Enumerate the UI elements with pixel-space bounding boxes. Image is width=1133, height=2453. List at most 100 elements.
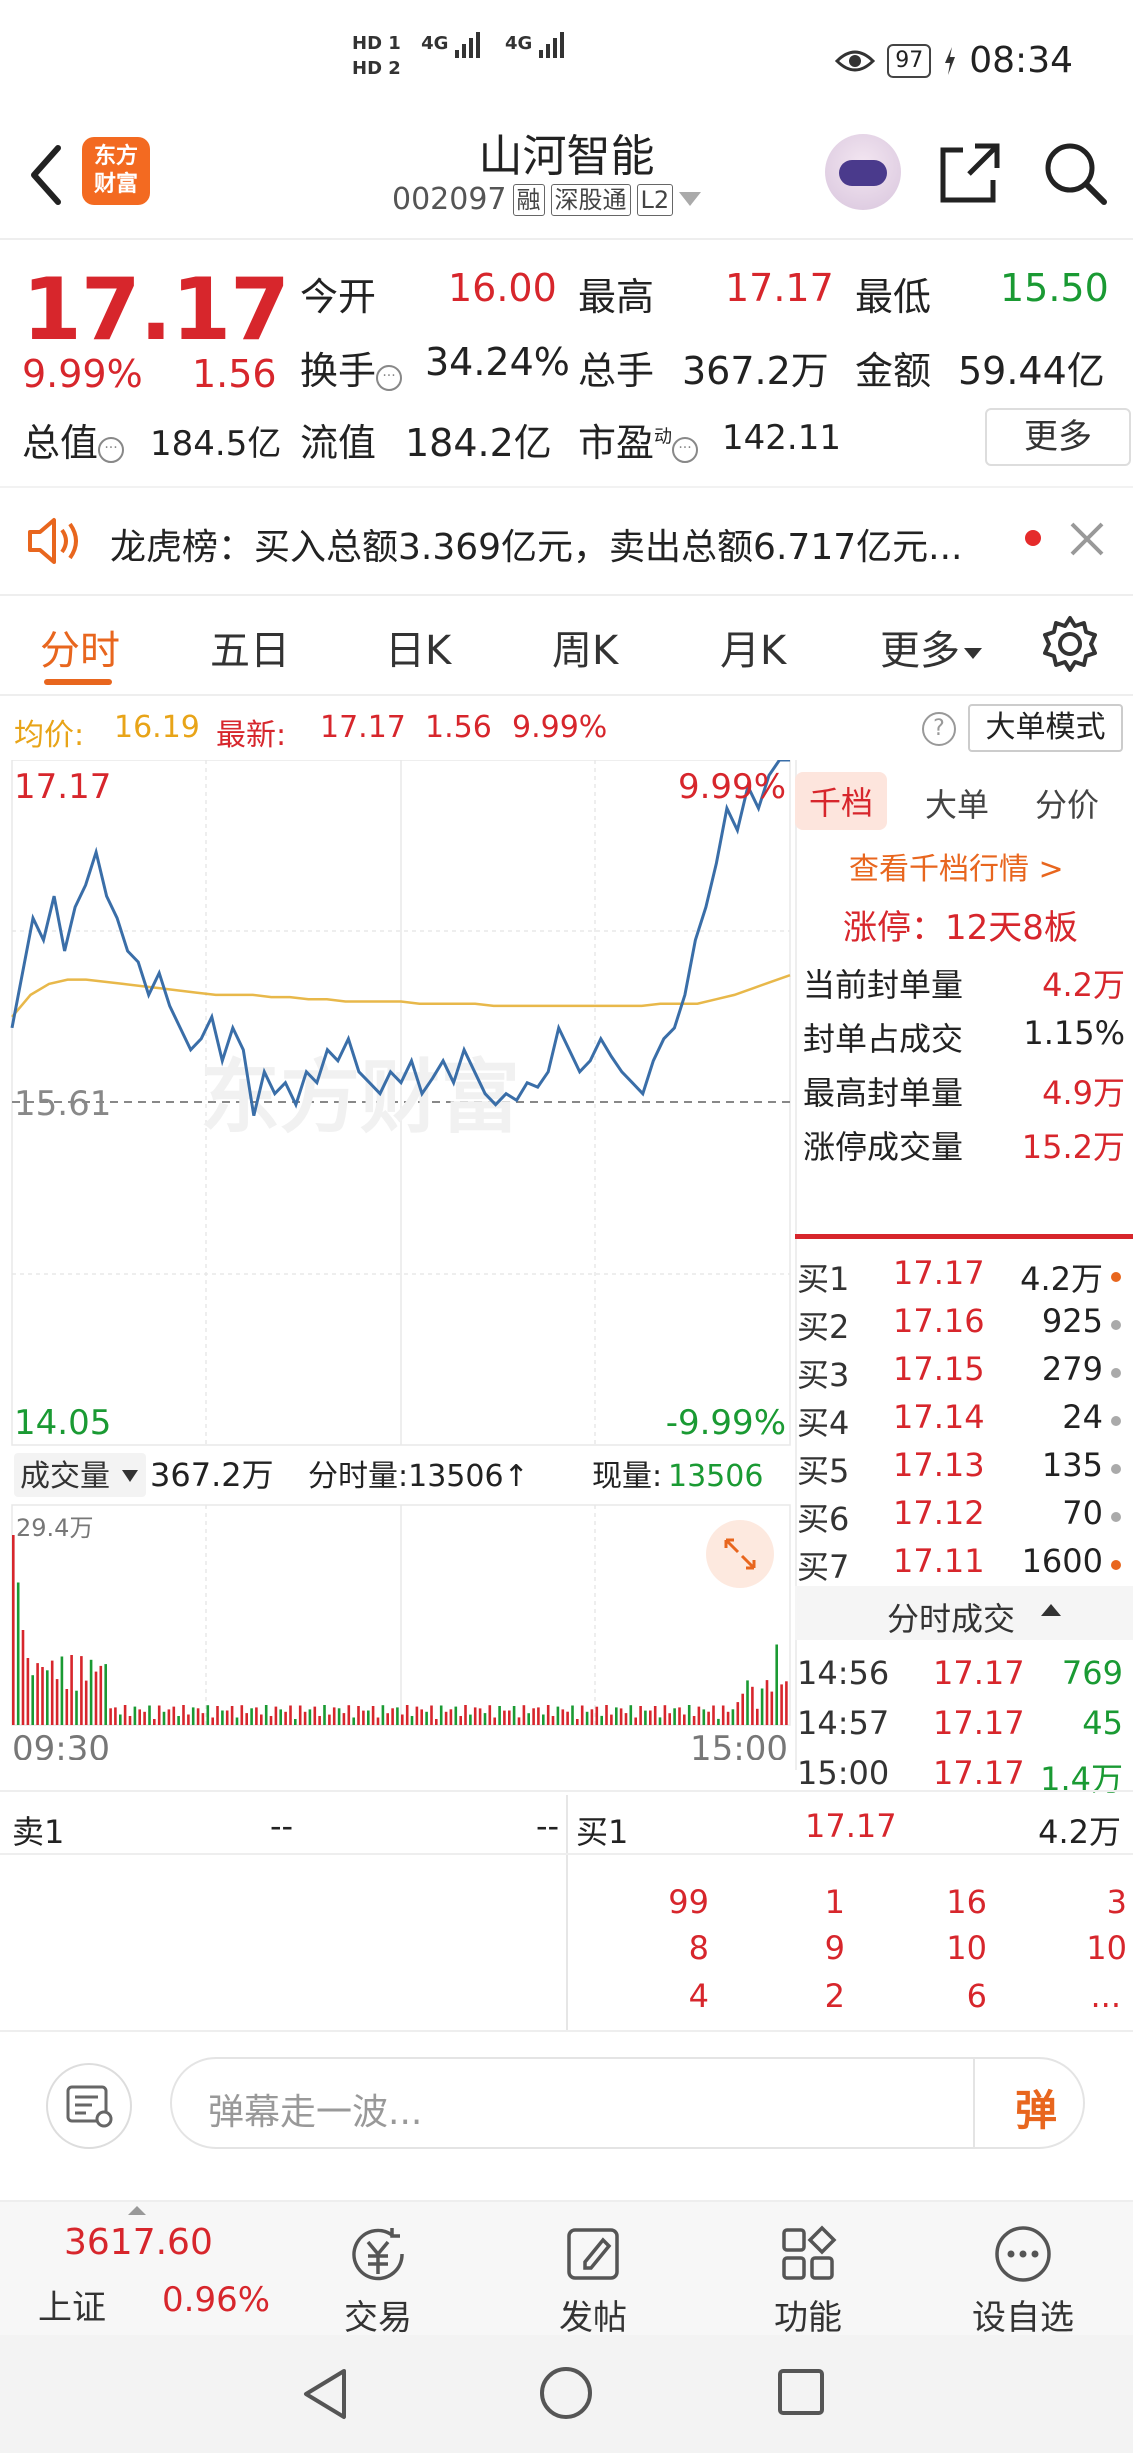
volume-bar xyxy=(483,1713,487,1725)
nav-trade[interactable]: 交易 xyxy=(308,2202,448,2339)
nav-post-label: 发帖 xyxy=(559,2298,627,2338)
time-end-label: 15:00 xyxy=(690,1729,788,1760)
latest-percent: 9.99% xyxy=(512,710,608,745)
app-logo[interactable]: 东方 财富 xyxy=(82,137,150,205)
ask1-label: 卖1 xyxy=(12,1813,65,1851)
signal-indicators: HD 1 4G 4G HD 2 xyxy=(352,30,575,80)
ticks-header[interactable]: 分时成交 xyxy=(795,1586,1133,1640)
volume-bar xyxy=(605,1705,608,1725)
bid-label: 买6 xyxy=(797,1500,850,1538)
ask1-volume: -- xyxy=(536,1807,560,1845)
danmaku-send-button[interactable]: 弹 xyxy=(1014,2086,1057,2135)
volume-bar xyxy=(201,1713,205,1725)
volume-bar xyxy=(600,1715,603,1725)
stat-row: 最高封单量 4.9万 xyxy=(803,1068,1125,1114)
tab-thousand-levels[interactable]: 千档 xyxy=(795,772,888,830)
recents-square-icon[interactable] xyxy=(776,2367,826,2417)
bid-row[interactable]: 买5 17.13 135 xyxy=(795,1446,1133,1494)
danmaku-settings-button[interactable] xyxy=(46,2063,132,2149)
tab-monthly-k[interactable]: 月K xyxy=(720,628,787,674)
stat-value: 4.2万 xyxy=(1042,966,1125,1004)
volume-bar xyxy=(172,1706,176,1725)
tab-intraday[interactable]: 分时 xyxy=(40,628,120,674)
pe-super: 动 xyxy=(654,426,673,448)
nav-functions[interactable]: 功能 xyxy=(738,2202,878,2339)
back-triangle-icon[interactable] xyxy=(300,2367,350,2421)
notice-bar[interactable]: 龙虎榜：买入总额3.369亿元，卖出总额6.717亿元... xyxy=(0,488,1133,594)
price-info-line: 均价: 16.19 最新: 17.17 1.56 9.99% ? 大单模式 xyxy=(0,700,1133,758)
stat-row: 当前封单量 4.2万 xyxy=(803,960,1125,1006)
volume-bar xyxy=(751,1686,754,1725)
bid-row[interactable]: 买3 17.15 279 xyxy=(795,1350,1133,1398)
intraday-chart[interactable]: 东方财富 17.17 9.99% 15.61 14.05 -9.99% 成交量 … xyxy=(0,760,795,1760)
back-arrow-icon[interactable] xyxy=(22,140,72,210)
tab-weekly-k[interactable]: 周K xyxy=(552,628,619,674)
bid-row[interactable]: 买4 17.14 24 xyxy=(795,1398,1133,1446)
volume-bar xyxy=(123,1705,127,1725)
top-pct-label: 9.99% xyxy=(678,767,786,807)
trade-icon xyxy=(352,2228,404,2281)
search-icon[interactable] xyxy=(1040,138,1110,208)
volume-bar xyxy=(362,1710,365,1725)
close-icon[interactable] xyxy=(1068,520,1106,558)
nav-add-favorite[interactable]: 设自选 xyxy=(953,2202,1093,2339)
nav-post[interactable]: 发帖 xyxy=(523,2202,663,2339)
volume-bar xyxy=(12,1535,15,1725)
gear-icon[interactable] xyxy=(1040,614,1100,674)
more-button[interactable]: 更多 xyxy=(985,408,1131,466)
stat-row: 涨停成交量 15.2万 xyxy=(803,1122,1125,1168)
bid-row[interactable]: 买6 17.12 70 xyxy=(795,1494,1133,1542)
order-dot xyxy=(1111,1416,1121,1426)
volume-bar xyxy=(148,1705,151,1725)
volume-bar xyxy=(153,1719,156,1725)
volume-bar xyxy=(182,1705,185,1725)
expand-button[interactable] xyxy=(706,1520,774,1588)
volume-bar xyxy=(508,1710,511,1725)
volume-bar xyxy=(551,1716,555,1725)
tab-daily-k[interactable]: 日K xyxy=(385,628,452,674)
bid-row[interactable]: 买1 17.17 4.2万 xyxy=(795,1254,1133,1302)
volume-bar xyxy=(221,1710,224,1725)
stock-code-line[interactable]: 002097 融 深股通 L2 xyxy=(392,182,702,217)
volume-bar xyxy=(298,1705,302,1725)
bid-row[interactable]: 买2 17.16 925 xyxy=(795,1302,1133,1350)
volume-bar xyxy=(478,1708,482,1725)
stat-label: 最高封单量 xyxy=(803,1074,964,1112)
share-icon[interactable] xyxy=(935,138,1005,208)
volume-bar xyxy=(16,1582,20,1725)
latest-label: 最新: xyxy=(216,718,287,753)
view-levels-link[interactable]: 查看千档行情 > xyxy=(849,852,1064,887)
tab-more[interactable]: 更多 xyxy=(880,618,982,676)
amount-value: 59.44亿 xyxy=(958,349,1105,393)
bid-label: 买5 xyxy=(797,1452,850,1490)
tab-price-distribution[interactable]: 分价 xyxy=(1035,786,1100,824)
bid-volume: 24 xyxy=(1062,1398,1103,1436)
tab-big-orders[interactable]: 大单 xyxy=(925,786,990,824)
chart-tabs: 分时 五日 日K 周K 月K 更多 xyxy=(0,596,1133,696)
volume-bar xyxy=(415,1706,419,1725)
bid-volume: 279 xyxy=(1041,1350,1103,1388)
assistant-avatar[interactable] xyxy=(825,134,901,210)
volume-bar xyxy=(488,1705,492,1725)
volume-bar xyxy=(60,1656,64,1725)
tab-five-day[interactable]: 五日 xyxy=(210,628,290,674)
home-circle-icon[interactable] xyxy=(538,2365,594,2421)
volume-bar xyxy=(157,1705,161,1725)
bid-row[interactable]: 买7 17.11 1600 xyxy=(795,1542,1133,1590)
volume-bar xyxy=(75,1690,78,1725)
volume-label: 总手 xyxy=(578,349,655,393)
help-icon[interactable]: ? xyxy=(922,712,956,746)
queue-order: 3 xyxy=(1106,1883,1127,1921)
danmaku-input[interactable]: 弹幕走一波... 弹 xyxy=(170,2057,1085,2149)
volume-bar xyxy=(537,1707,540,1725)
eye-icon xyxy=(835,50,876,71)
volume-bar xyxy=(717,1718,720,1725)
mktcap-label: 总值 ··· xyxy=(22,412,125,467)
queue-order: 16 xyxy=(946,1883,987,1921)
big-order-mode-button[interactable]: 大单模式 xyxy=(968,704,1123,752)
volume-bar xyxy=(269,1716,273,1725)
volume-total: 367.2万 xyxy=(150,1456,274,1494)
order-book-panel: 千档 大单 分价 查看千档行情 > 涨停：12天8板 当前封单量 4.2万 封单占… xyxy=(795,760,1133,1798)
volume-selector[interactable] xyxy=(14,1453,146,1497)
tick-price: 17.17 xyxy=(933,1754,1025,1792)
